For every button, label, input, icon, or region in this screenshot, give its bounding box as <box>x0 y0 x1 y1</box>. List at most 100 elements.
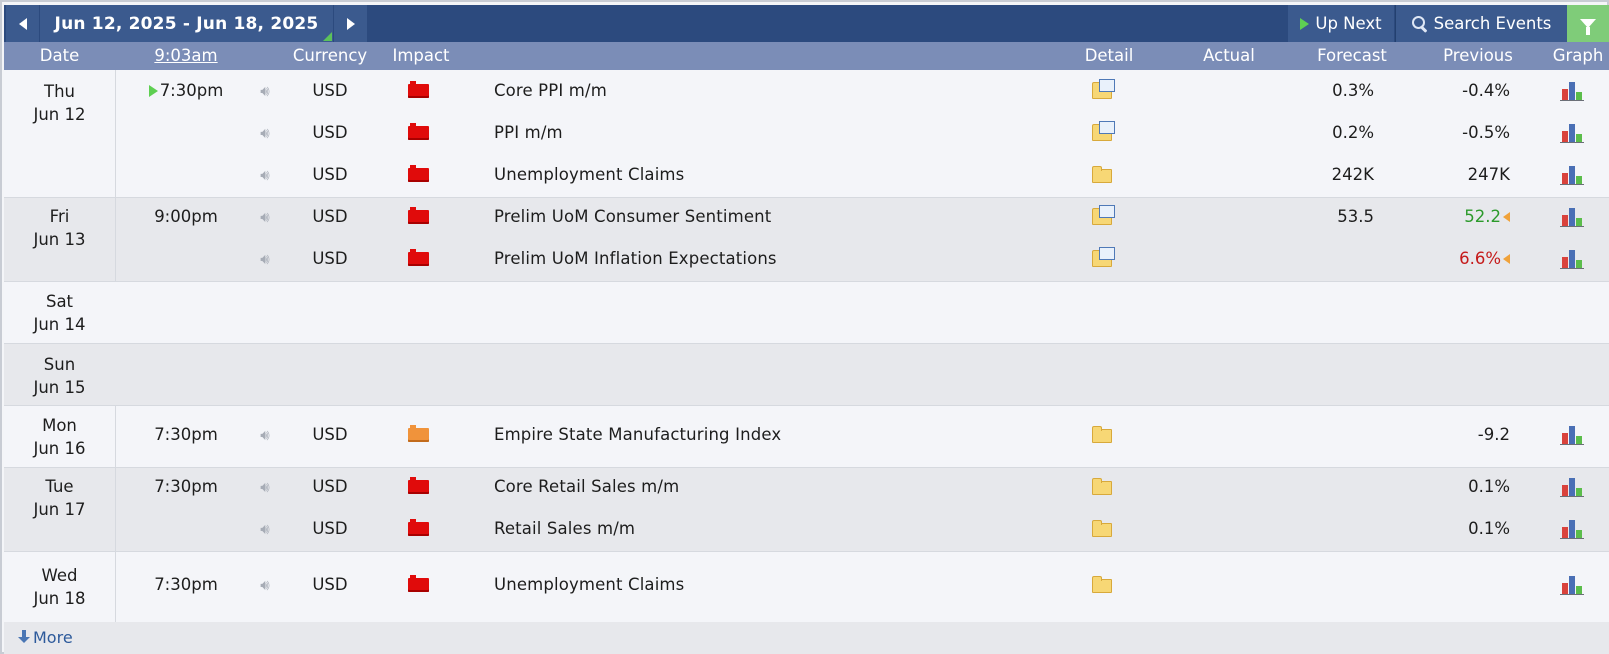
event-row[interactable]: 🔊︎ USD Unemployment Claims 242K 247K <box>4 154 1609 196</box>
event-title[interactable]: Core PPI m/m <box>494 81 607 100</box>
date: Jun 14 <box>33 315 86 334</box>
bar-chart-icon <box>1560 477 1584 497</box>
next-week-button[interactable] <box>334 5 367 42</box>
download-arrow-icon <box>18 630 30 644</box>
event-title[interactable]: Empire State Manufacturing Index <box>494 425 782 444</box>
sound-icon[interactable]: 🔊︎ <box>260 478 270 496</box>
detail-button[interactable] <box>1092 414 1122 456</box>
column-divider <box>115 406 116 468</box>
weekday: Sun <box>43 355 76 374</box>
day-date: Fri Jun 13 <box>4 205 115 251</box>
graph-button[interactable] <box>1560 238 1586 280</box>
next-event-arrow-icon <box>148 85 158 97</box>
day-group: Sat Jun 14 <box>4 282 1609 344</box>
event-title[interactable]: Core Retail Sales m/m <box>494 477 680 496</box>
folder-icon <box>1092 520 1112 537</box>
date: Jun 16 <box>33 439 86 458</box>
event-row[interactable]: 🔊︎ USD Prelim UoM Inflation Expectations… <box>4 238 1609 280</box>
event-title[interactable]: PPI m/m <box>494 123 563 142</box>
event-currency: USD <box>312 165 348 184</box>
event-previous: -0.5% <box>1462 123 1510 142</box>
detail-button[interactable] <box>1092 564 1122 606</box>
event-title[interactable]: Unemployment Claims <box>494 575 685 594</box>
search-events-button[interactable]: Search Events <box>1396 5 1567 42</box>
revision-icon[interactable] <box>1503 254 1510 264</box>
event-currency: USD <box>312 207 348 226</box>
filter-button[interactable] <box>1567 5 1609 42</box>
revision-icon[interactable] <box>1503 212 1510 222</box>
detail-button[interactable] <box>1092 238 1122 280</box>
event-row[interactable]: 🔊︎ USD Retail Sales m/m 0.1% <box>4 508 1609 550</box>
weekday: Sat <box>45 292 74 311</box>
bar-chart-icon <box>1560 207 1584 227</box>
header-forecast: Forecast <box>1317 46 1387 65</box>
row-divider <box>4 467 1609 468</box>
weekday: Fri <box>49 207 70 226</box>
up-next-label: Up Next <box>1315 14 1382 33</box>
event-row[interactable]: 7:30pm 🔊︎ USD Empire State Manufacturing… <box>4 414 1609 456</box>
event-row[interactable]: 9:00pm 🔊︎ USD Prelim UoM Consumer Sentim… <box>4 196 1609 238</box>
folder-doc-icon <box>1092 79 1115 99</box>
row-divider <box>4 551 1609 552</box>
graph-button[interactable] <box>1560 564 1586 606</box>
graph-button[interactable] <box>1560 196 1586 238</box>
date-range-button[interactable]: Jun 12, 2025 - Jun 18, 2025 <box>40 5 333 42</box>
up-next-button[interactable]: Up Next <box>1288 5 1394 42</box>
event-row[interactable]: 7:30pm 🔊︎ USD Unemployment Claims <box>4 564 1609 606</box>
event-previous: 6.6% <box>1404 238 1510 280</box>
more-button[interactable]: More <box>18 622 73 654</box>
graph-button[interactable] <box>1560 508 1586 550</box>
sound-icon[interactable]: 🔊︎ <box>260 124 270 142</box>
day-group: Tue Jun 17 7:30pm 🔊︎ USD Core Retail Sal… <box>4 468 1609 552</box>
event-time: 7:30pm <box>154 425 218 444</box>
bar-chart-icon <box>1560 123 1584 143</box>
event-time: 7:30pm <box>154 477 218 496</box>
detail-button[interactable] <box>1092 154 1122 196</box>
graph-button[interactable] <box>1560 466 1586 508</box>
date: Jun 18 <box>33 589 86 608</box>
play-icon <box>1300 17 1310 30</box>
sound-icon[interactable]: 🔊︎ <box>260 250 270 268</box>
previous-week-button[interactable] <box>6 5 39 42</box>
event-title[interactable]: Unemployment Claims <box>494 165 685 184</box>
sound-icon[interactable]: 🔊︎ <box>260 520 270 538</box>
event-title[interactable]: Prelim UoM Consumer Sentiment <box>494 207 772 226</box>
event-previous: 52.2 <box>1404 196 1510 238</box>
detail-button[interactable] <box>1092 70 1122 112</box>
sound-icon[interactable]: 🔊︎ <box>260 208 270 226</box>
sound-icon[interactable]: 🔊︎ <box>260 82 270 100</box>
folder-icon <box>1092 166 1112 183</box>
event-title[interactable]: Prelim UoM Inflation Expectations <box>494 249 777 268</box>
event-title[interactable]: Retail Sales m/m <box>494 519 636 538</box>
impact-high-icon <box>408 112 432 154</box>
detail-button[interactable] <box>1092 466 1122 508</box>
graph-button[interactable] <box>1560 70 1586 112</box>
event-row[interactable]: 7:30pm 🔊︎ USD Core Retail Sales m/m 0.1% <box>4 466 1609 508</box>
event-currency: USD <box>312 81 348 100</box>
folder-icon <box>1092 478 1112 495</box>
graph-button[interactable] <box>1560 414 1586 456</box>
graph-button[interactable] <box>1560 112 1586 154</box>
header-current-time[interactable]: 9:03am <box>154 46 218 65</box>
bar-chart-icon <box>1560 165 1584 185</box>
sound-icon[interactable]: 🔊︎ <box>260 166 270 184</box>
detail-button[interactable] <box>1092 196 1122 238</box>
event-row[interactable]: 🔊︎ USD PPI m/m 0.2% -0.5% <box>4 112 1609 154</box>
impact-high-icon <box>408 196 432 238</box>
event-currency: USD <box>312 249 348 268</box>
detail-button[interactable] <box>1092 508 1122 550</box>
event-row[interactable]: 7:30pm 🔊︎ USD Core PPI m/m 0.3% -0.4% <box>4 70 1609 112</box>
sound-icon[interactable]: 🔊︎ <box>260 426 270 444</box>
sound-icon[interactable]: 🔊︎ <box>260 576 270 594</box>
impact-high-icon <box>408 154 432 196</box>
folder-doc-icon <box>1092 205 1115 225</box>
event-previous: -9.2 <box>1477 425 1510 444</box>
date-range-label: Jun 12, 2025 - Jun 18, 2025 <box>54 13 319 34</box>
weekday: Thu <box>44 82 75 101</box>
graph-button[interactable] <box>1560 154 1586 196</box>
folder-icon <box>1092 576 1112 593</box>
impact-high-icon <box>408 70 432 112</box>
day-date: Thu Jun 12 <box>4 80 115 126</box>
detail-button[interactable] <box>1092 112 1122 154</box>
arrow-right-icon <box>346 17 355 30</box>
